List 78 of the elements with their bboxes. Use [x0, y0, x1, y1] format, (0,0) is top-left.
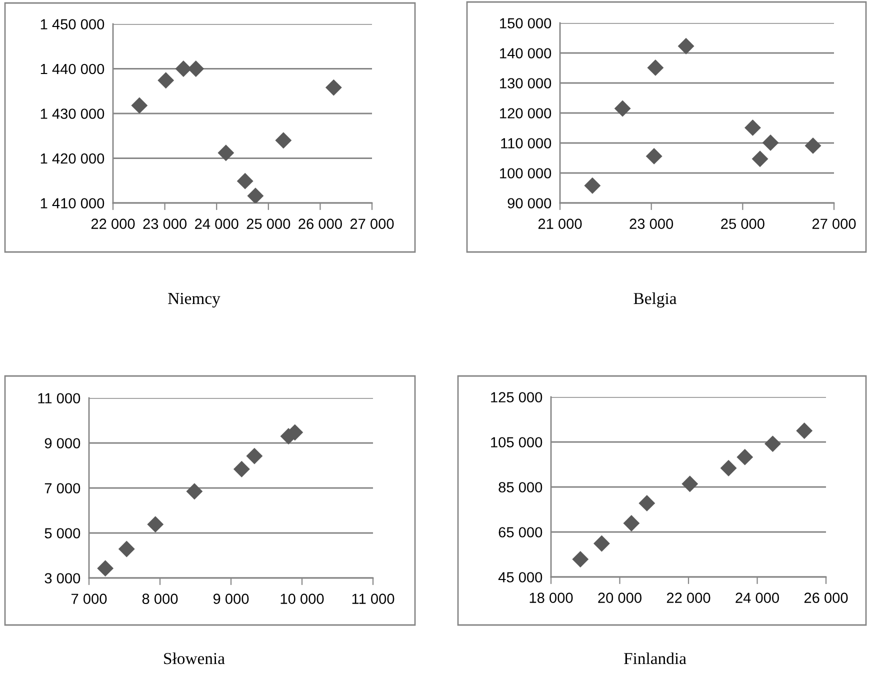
point [638, 494, 656, 512]
x-tick-label: 26 000 [804, 592, 848, 603]
point [175, 60, 192, 77]
y-tick-label: 5 000 [44, 528, 80, 538]
x-tick-label: 8 000 [142, 594, 178, 604]
x-tick-label: 10 000 [280, 594, 324, 604]
x-tick-label: 25 000 [721, 218, 764, 229]
y-tick-label: 1 420 000 [40, 153, 104, 164]
x-tick-label: 26 000 [298, 218, 342, 229]
y-tick-label: 11 000 [38, 393, 80, 404]
y-tick-label: 7 000 [44, 483, 80, 494]
y-tick-label: 105 000 [491, 437, 542, 448]
point [158, 72, 174, 89]
y-tick-label: 130 000 [500, 78, 552, 88]
x-tick-label: 24 000 [736, 592, 779, 603]
point [97, 560, 114, 577]
text: Niemcy [168, 292, 220, 308]
point [744, 119, 761, 136]
y-tick-label: 100 000 [500, 168, 552, 178]
x-tick-label: 23 000 [630, 218, 674, 229]
y-tick-label: 140 000 [500, 48, 552, 58]
point [188, 60, 204, 77]
point [682, 476, 698, 492]
y-tick-label: 1 440 000 [40, 64, 104, 74]
point [614, 100, 631, 117]
point [247, 188, 264, 203]
point [325, 79, 342, 96]
x-tick-label: 20 000 [598, 592, 642, 603]
point [584, 177, 601, 194]
x-tick-label: 23 000 [143, 218, 187, 229]
point [796, 422, 813, 439]
point [275, 132, 292, 149]
point [572, 551, 589, 568]
text: Finlandia [624, 652, 686, 664]
y-tick-label: 125 000 [491, 392, 542, 402]
x-tick-label: 11 000 [352, 594, 394, 604]
x-tick-label: 27 000 [812, 218, 856, 229]
point [218, 144, 234, 162]
point [236, 172, 254, 190]
point [593, 535, 610, 552]
x-tick-label: 22 000 [666, 592, 710, 603]
y-tick-label: 3 000 [44, 573, 80, 584]
point [131, 97, 148, 114]
x-tick-label: 21 000 [538, 218, 582, 229]
y-tick-label: 9 000 [44, 438, 80, 448]
point [246, 448, 263, 464]
x-tick-label: 18 000 [530, 592, 573, 603]
text: Belgia [634, 292, 677, 308]
y-tick-label: 65 000 [498, 527, 542, 538]
y-tick-label: 1 430 000 [40, 108, 104, 119]
y-tick-label: 45 000 [498, 572, 542, 582]
point [623, 515, 640, 532]
x-tick-label: 25 000 [246, 218, 290, 229]
text: Słowenia [164, 652, 225, 664]
point [736, 448, 754, 466]
point [118, 540, 135, 558]
point [646, 148, 662, 164]
point [752, 150, 768, 168]
y-tick-label: 1 410 000 [40, 198, 104, 208]
point [720, 460, 737, 476]
x-tick-label: 22 000 [91, 218, 135, 229]
point [647, 59, 664, 76]
point [147, 516, 164, 533]
point [233, 460, 250, 478]
point [186, 483, 203, 500]
point [678, 38, 694, 54]
point [804, 137, 822, 154]
y-tick-label: 110 000 [501, 138, 552, 148]
y-tick-label: 1 450 000 [40, 19, 104, 30]
y-tick-label: 120 000 [500, 108, 552, 118]
point [764, 436, 781, 452]
y-tick-label: 90 000 [508, 198, 552, 208]
point [762, 134, 779, 151]
x-tick-label: 27 000 [350, 218, 394, 229]
x-tick-label: 9 000 [213, 594, 249, 604]
y-tick-label: 85 000 [498, 482, 542, 492]
y-tick-label: 150 000 [500, 18, 552, 28]
x-tick-label: 24 000 [195, 218, 238, 229]
